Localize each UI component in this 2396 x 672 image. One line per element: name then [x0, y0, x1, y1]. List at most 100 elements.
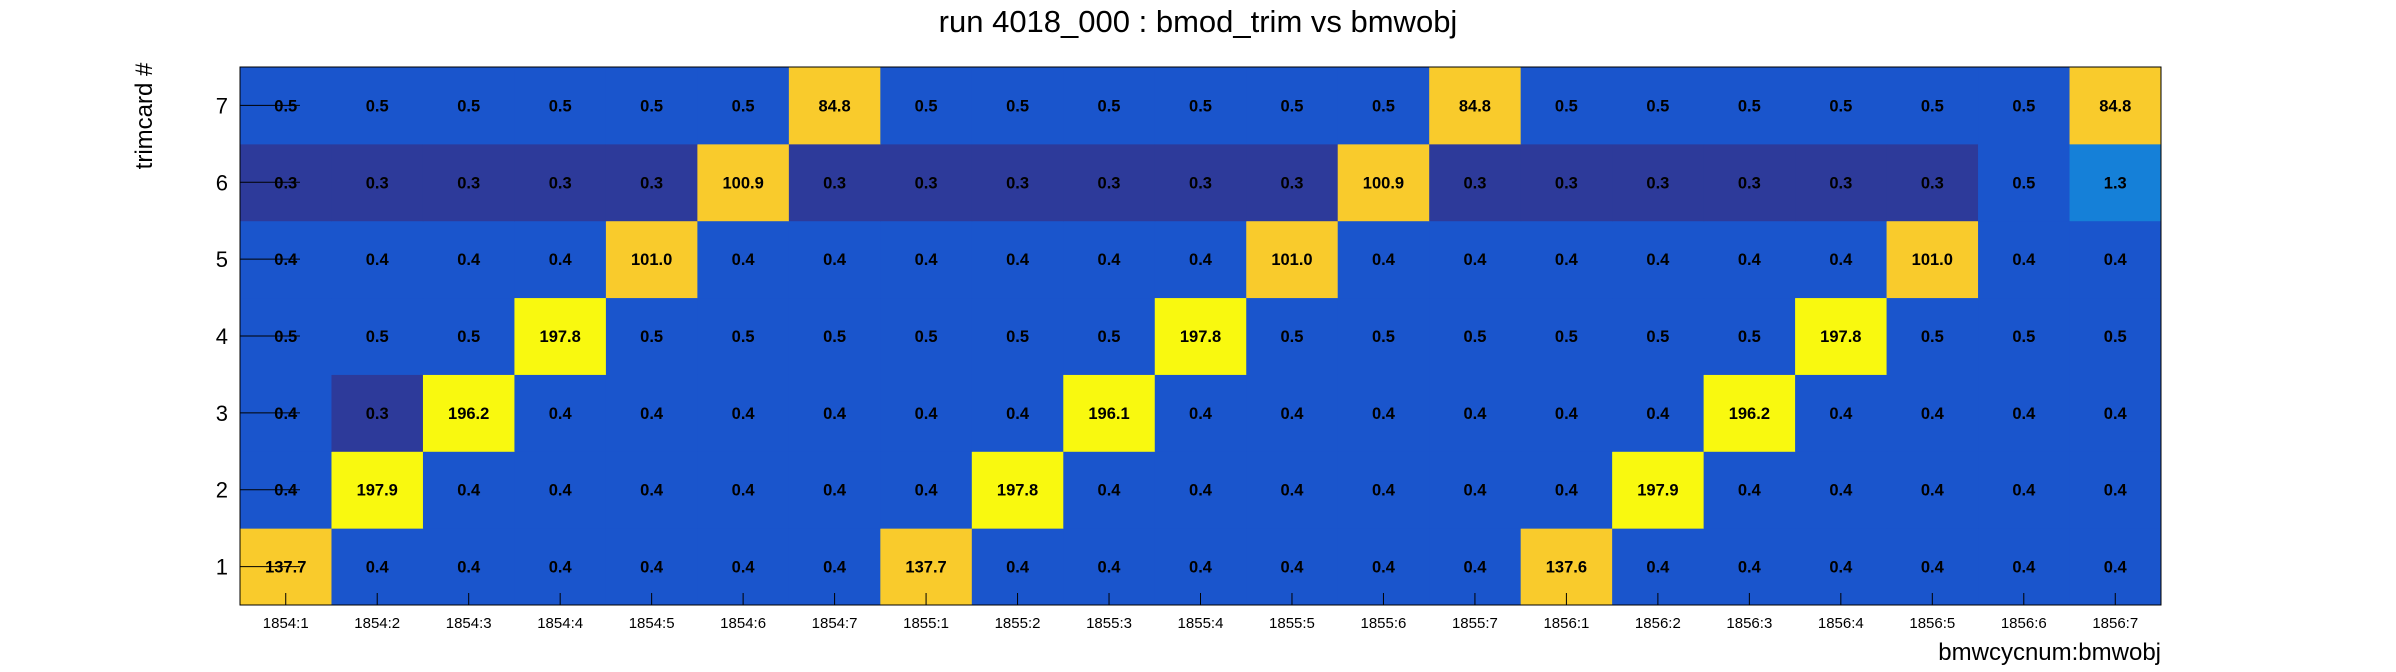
- heatmap-cell-labels: 137.7 0.4 0.4 0.4 0.4 0.4 0.4 137.7 0.4 0.4 0.4 0.4…: [265, 97, 2131, 576]
- cell-value-label: 0.4: [549, 559, 573, 577]
- cell-value-label: 0.5: [1463, 328, 1486, 346]
- cell-value-label: 0.4: [1463, 559, 1487, 577]
- y-tick-label: 2: [216, 478, 228, 503]
- heatmap-cell: [2069, 297, 2162, 375]
- cell-value-label: 0.5: [1189, 97, 1212, 115]
- x-tick-label: 1855:2: [995, 615, 1041, 632]
- cell-value-label: 197.8: [1820, 328, 1861, 346]
- x-tick-label: 1855:7: [1452, 615, 1498, 632]
- heatmap-cell: [1520, 67, 1613, 145]
- heatmap-cell: [1063, 451, 1156, 529]
- heatmap-cells: [240, 67, 2162, 606]
- heatmap-cell: [331, 220, 424, 299]
- cell-value-label: 0.5: [457, 97, 480, 115]
- cell-value-label: 0.4: [823, 251, 847, 269]
- x-tick-label: 1854:5: [629, 615, 675, 632]
- cell-value-label: 0.5: [915, 328, 938, 346]
- y-tick-label: 3: [216, 401, 228, 426]
- heatmap-cell: [788, 528, 881, 606]
- cell-value-label: 0.5: [1098, 328, 1121, 346]
- x-tick-label: 1855:1: [903, 615, 949, 632]
- cell-value-label: 0.4: [274, 405, 298, 423]
- heatmap-cell: [1978, 297, 2071, 375]
- cell-value-label: 0.5: [274, 97, 297, 115]
- heatmap-cell: [1337, 374, 1430, 452]
- cell-value-label: 0.4: [2012, 405, 2036, 423]
- cell-value-label: 0.5: [1281, 97, 1304, 115]
- cell-value-label: 0.5: [640, 97, 663, 115]
- cell-value-label: 0.5: [549, 97, 572, 115]
- heatmap-cell: [422, 143, 515, 222]
- cell-value-label: 101.0: [631, 251, 672, 269]
- cell-value-label: 0.3: [1921, 174, 1944, 192]
- cell-value-label: 0.4: [1189, 405, 1213, 423]
- heatmap-cell: [1795, 297, 1888, 375]
- heatmap-cell: [1978, 451, 2071, 529]
- cell-value-label: 0.4: [1189, 482, 1213, 500]
- cell-value-label: 0.4: [640, 559, 664, 577]
- heatmap-cell: [1154, 67, 1247, 145]
- cell-value-label: 0.4: [732, 251, 756, 269]
- cell-value-label: 0.5: [823, 328, 846, 346]
- heatmap-cell: [971, 67, 1064, 145]
- cell-value-label: 196.1: [1088, 405, 1129, 423]
- heatmap-cell: [1612, 451, 1705, 529]
- x-tick-label: 1856:7: [2092, 615, 2138, 632]
- heatmap-axes: 1854:1 1854:2 1854:3 1854:4 1854:5 1854:6 1854…: [216, 66, 2162, 632]
- cell-value-label: 0.5: [457, 328, 480, 346]
- cell-value-label: 0.3: [1829, 174, 1852, 192]
- heatmap-cell: [422, 67, 515, 145]
- cell-value-label: 0.4: [823, 482, 847, 500]
- chart-title: run 4018_000 : bmod_trim vs bmwobj: [939, 4, 1458, 39]
- cell-value-label: 0.4: [1738, 482, 1762, 500]
- x-tick-label: 1854:2: [354, 615, 400, 632]
- heatmap-cell: [1612, 67, 1705, 145]
- heatmap-cell: [788, 451, 881, 529]
- cell-value-label: 0.4: [1098, 482, 1122, 500]
- cell-value-label: 0.4: [1006, 559, 1030, 577]
- heatmap-cell: [1886, 297, 1979, 375]
- heatmap-cell: [1429, 220, 1522, 299]
- cell-value-label: 0.5: [274, 328, 297, 346]
- cell-value-label: 0.4: [366, 559, 390, 577]
- heatmap-cell: [1429, 451, 1522, 529]
- cell-value-label: 0.4: [457, 251, 481, 269]
- heatmap-cell: [1612, 374, 1705, 452]
- heatmap-cell: [605, 67, 698, 145]
- heatmap-cell: [605, 451, 698, 529]
- heatmap-cell: [1703, 220, 1796, 299]
- heatmap-cell: [1246, 297, 1339, 375]
- cell-value-label: 101.0: [1912, 251, 1953, 269]
- heatmap-cell: [1795, 67, 1888, 145]
- cell-value-label: 196.2: [448, 405, 489, 423]
- heatmap-cell: [697, 451, 790, 529]
- heatmap-cell: [1886, 220, 1979, 299]
- y-tick-label: 7: [216, 93, 228, 118]
- cell-value-label: 0.4: [1738, 251, 1762, 269]
- heatmap-cell: [422, 297, 515, 375]
- cell-value-label: 0.4: [823, 405, 847, 423]
- heatmap-cell: [1703, 528, 1796, 606]
- heatmap-cell: [880, 528, 973, 606]
- cell-value-label: 0.4: [1921, 482, 1945, 500]
- cell-value-label: 84.8: [819, 97, 851, 115]
- heatmap-cell: [514, 297, 607, 375]
- heatmap-cell: [1612, 528, 1705, 606]
- y-tick-label: 5: [216, 247, 228, 272]
- cell-value-label: 0.3: [274, 174, 297, 192]
- cell-value-label: 101.0: [1271, 251, 1312, 269]
- heatmap-cell: [1246, 67, 1339, 145]
- x-tick-label: 1854:3: [446, 615, 492, 632]
- cell-value-label: 0.4: [1281, 482, 1305, 500]
- heatmap-cell: [1337, 451, 1430, 529]
- heatmap-cell: [1063, 297, 1156, 375]
- heatmap-cell: [1795, 451, 1888, 529]
- heatmap-cell: [422, 451, 515, 529]
- cell-value-label: 0.3: [1646, 174, 1669, 192]
- cell-value-label: 0.3: [1006, 174, 1029, 192]
- cell-value-label: 0.4: [2012, 251, 2036, 269]
- heatmap-cell: [788, 374, 881, 452]
- heatmap-cell: [2069, 220, 2162, 299]
- heatmap-cell: [331, 297, 424, 375]
- cell-value-label: 0.4: [1829, 482, 1853, 500]
